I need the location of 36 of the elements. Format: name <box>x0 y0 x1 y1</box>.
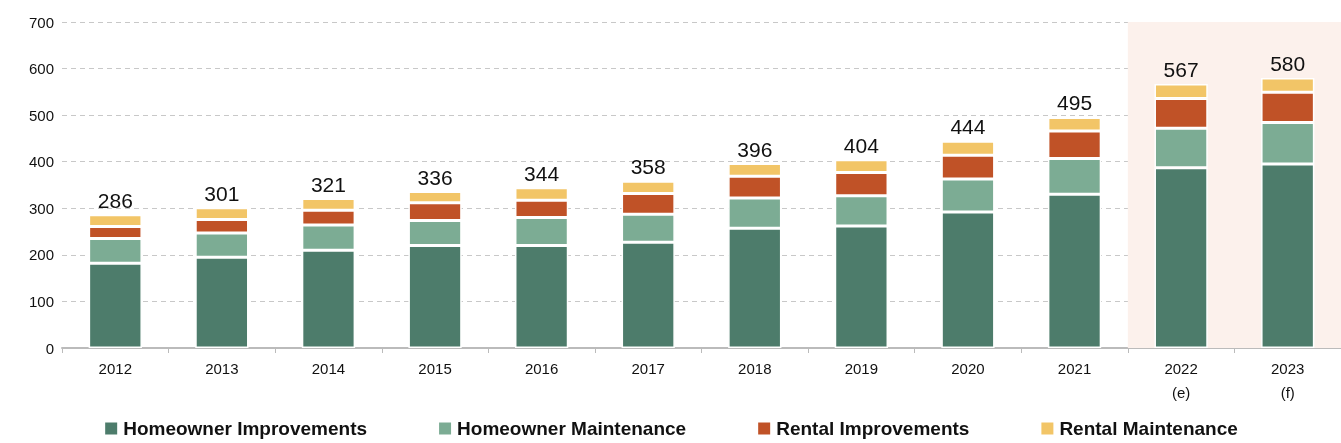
total-label: 321 <box>310 172 346 196</box>
total-label: 344 <box>524 161 560 185</box>
total-label: 396 <box>737 137 773 161</box>
y-tick-label: 700 <box>28 13 54 31</box>
x-tick-label: 2017 <box>631 359 665 377</box>
y-tick-label: 100 <box>28 292 54 310</box>
y-tick-label: 600 <box>28 60 54 78</box>
x-tick-label: 2020 <box>951 359 985 377</box>
x-tick-label: 2015 <box>418 359 452 377</box>
x-tick-label: 2019 <box>844 359 879 377</box>
total-label: 358 <box>630 155 666 179</box>
total-label: 404 <box>843 133 880 157</box>
x-tick-label: 2018 <box>738 359 772 377</box>
legend-label: Rental Maintenance <box>1059 418 1238 439</box>
x-tick-label: 2014 <box>311 359 346 377</box>
total-label: 567 <box>1163 57 1199 81</box>
y-tick-label: 500 <box>28 106 54 124</box>
legend-label: Homeowner Maintenance <box>457 418 687 439</box>
legend-label: Homeowner Improvements <box>123 418 368 439</box>
x-tick-label: 2012 <box>98 359 132 377</box>
y-tick-label: 400 <box>28 153 54 171</box>
x-tick-label: 2016 <box>524 359 559 377</box>
y-tick-label: 300 <box>28 199 54 217</box>
y-tick-label: 200 <box>28 246 54 264</box>
x-tick-label: 2021 <box>1057 359 1092 377</box>
x-tick-label: 2023 (f) <box>1271 359 1305 401</box>
total-label: 580 <box>1270 51 1306 75</box>
total-label: 444 <box>950 115 986 139</box>
y-tick-label: 0 <box>45 339 54 357</box>
x-tick-label: 2013 <box>205 359 239 377</box>
total-label: 286 <box>97 188 133 212</box>
legend-label: Rental Improvements <box>776 418 970 439</box>
total-label: 495 <box>1057 91 1093 115</box>
x-tick-label: 2022 (e) <box>1164 359 1198 401</box>
total-label: 336 <box>417 165 453 189</box>
total-label: 301 <box>204 181 240 205</box>
